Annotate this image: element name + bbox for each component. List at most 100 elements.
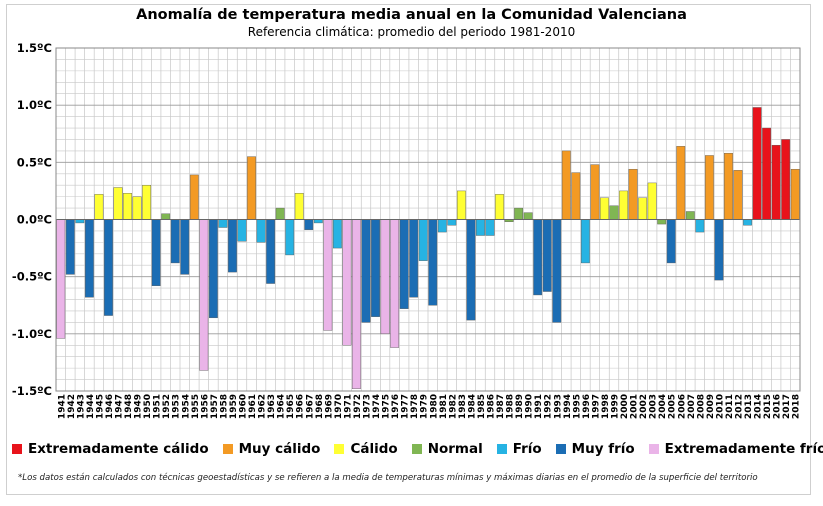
bar-1957 [208,219,218,319]
x-tick-label-1942: 1942 [67,394,77,419]
x-tick-label-1958: 1958 [219,394,229,419]
bar-2015 [762,127,772,220]
bar-2018 [790,168,800,220]
bar-1945 [94,194,104,220]
bar-1964 [275,207,285,220]
legend-label: Extremadamente frío [664,441,823,457]
y-tick-label: 1.5ºC [17,41,52,55]
x-tick-label-2018: 2018 [792,394,802,419]
legend-swatch [496,444,507,454]
x-tick-label-1961: 1961 [248,394,258,419]
x-tick-label-1972: 1972 [353,394,363,419]
y-tick-label: 0.0ºC [17,213,52,227]
bar-1994 [561,150,571,220]
bar-1960 [237,219,247,242]
x-tick-label-2013: 2013 [744,394,754,419]
x-tick-label-2009: 2009 [706,394,716,419]
x-tick-label-1981: 1981 [439,394,449,419]
bar-1983 [456,190,466,220]
bar-1948 [123,193,132,220]
x-tick-label-2015: 2015 [763,394,773,419]
y-tick-label: -1.5ºC [12,384,52,398]
legend-label: Muy cálido [238,441,321,457]
bar-2004 [657,219,667,225]
x-tick-label-1992: 1992 [544,394,554,419]
bar-1999 [609,205,619,220]
x-tick-label-1989: 1989 [515,394,525,419]
x-tick-label-1965: 1965 [286,394,296,419]
x-tick-label-1990: 1990 [525,394,535,419]
x-tick-label-1969: 1969 [324,394,334,419]
legend-label: Cálido [350,441,398,457]
y-tick-label: 0.5ºC [17,155,52,169]
x-tick-label-1982: 1982 [448,394,458,419]
x-tick-label-2000: 2000 [620,394,630,419]
x-tick-label-2005: 2005 [668,394,678,419]
x-tick-label-1996: 1996 [582,394,592,419]
bar-1968 [313,219,323,224]
bar-1986 [485,219,495,236]
bar-1946 [104,219,113,316]
x-tick-label-2001: 2001 [630,394,640,419]
bar-1949 [132,196,142,220]
bar-1961 [247,156,256,220]
bar-1979 [418,219,428,261]
bar-1959 [228,219,237,273]
x-tick-label-1945: 1945 [95,394,105,419]
bar-1962 [256,219,266,243]
x-tick-label-1997: 1997 [591,394,601,419]
y-tick-label: -1.0ºC [12,327,52,341]
x-tick-label-1980: 1980 [429,394,439,419]
bar-1998 [600,197,609,220]
y-tick-label: 1.0ºC [17,98,52,112]
bar-1991 [533,219,543,296]
x-tick-label-1977: 1977 [401,394,411,419]
x-tick-label-1991: 1991 [534,394,544,419]
bar-1944 [84,219,94,298]
bar-1952 [161,213,171,220]
bar-2011 [724,152,733,220]
x-tick-label-2004: 2004 [658,394,668,419]
bar-1980 [428,219,438,306]
bar-1956 [199,219,209,371]
x-tick-label-2010: 2010 [715,394,725,419]
bar-1972 [352,219,361,389]
x-tick-label-1947: 1947 [115,394,125,419]
bar-1978 [409,219,419,298]
x-tick-label-1954: 1954 [181,394,191,419]
bar-1941 [56,219,66,339]
bar-1958 [218,219,228,228]
x-tick-label-1952: 1952 [162,394,172,419]
x-tick-label-1967: 1967 [305,394,315,419]
bar-1982 [447,219,457,226]
bar-1981 [437,219,447,233]
bar-1997 [590,164,600,220]
bar-2017 [781,139,791,220]
x-tick-label-1962: 1962 [258,394,268,419]
x-tick-label-1979: 1979 [420,394,430,419]
bar-1951 [151,219,161,287]
x-tick-label-1978: 1978 [410,394,420,419]
x-tick-label-1949: 1949 [134,394,144,419]
bar-1989 [514,207,524,220]
anomaly-bar-chart: 1.5ºC 1.0ºC 0.5ºC 0.0ºC -0.5ºC -1.0ºC -1.5ºC 19… [12,41,802,419]
x-tick-label-1953: 1953 [172,394,182,419]
bar-1996 [580,219,590,264]
legend-item-calido: Cálido [334,441,398,457]
legend-item-normal: Normal [411,441,483,457]
plot-border [55,47,801,392]
bar-1985 [476,219,485,236]
bar-2013 [743,219,752,226]
x-tick-label-2003: 2003 [649,394,659,419]
legend-swatch [411,444,422,454]
legend-label: Muy frío [571,441,635,457]
bar-1971 [342,219,352,346]
bar-1943 [75,219,85,224]
x-tick-label-1943: 1943 [76,394,86,419]
legend-swatch [222,444,233,454]
x-tick-label-1956: 1956 [200,394,210,419]
bar-1974 [371,219,380,317]
bar-2005 [666,219,676,264]
x-tick-label-1946: 1946 [105,394,115,419]
bar-1973 [361,219,371,323]
